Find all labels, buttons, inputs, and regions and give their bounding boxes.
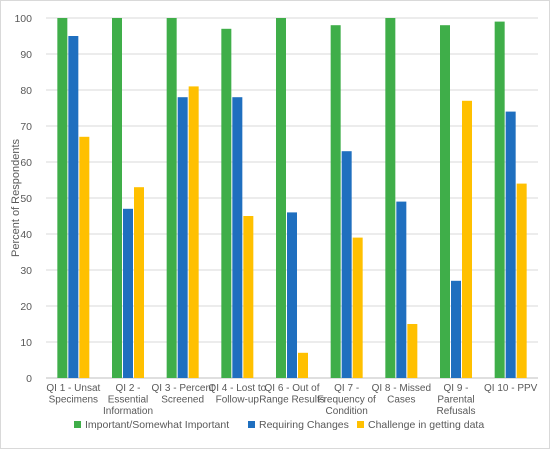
legend-swatch xyxy=(248,421,255,428)
x-tick-label: QI 6 - Out of Range Results xyxy=(259,383,325,406)
legend-label: Important/Somewhat Important xyxy=(85,419,229,431)
x-tick-label: QI 9 -Parental Refusals xyxy=(437,383,476,417)
bar xyxy=(243,216,254,378)
y-tick-label: 70 xyxy=(20,121,32,133)
bar xyxy=(440,25,450,378)
y-tick-label: 90 xyxy=(20,49,32,61)
bar xyxy=(385,18,396,378)
legend-label: Requiring Changes xyxy=(259,419,349,431)
bar xyxy=(221,28,232,379)
y-tick-label: 80 xyxy=(20,85,32,97)
bar xyxy=(57,18,68,378)
bar xyxy=(505,111,516,378)
legend-swatch xyxy=(357,421,364,428)
bar xyxy=(188,86,199,379)
bar xyxy=(123,208,133,378)
x-tick-label: QI 10 - PPV xyxy=(484,383,538,394)
y-tick-label: 100 xyxy=(14,13,32,25)
y-tick-label: 10 xyxy=(20,337,32,349)
y-tick-label: 0 xyxy=(26,373,32,385)
bar xyxy=(462,100,472,379)
y-tick-label: 40 xyxy=(20,229,32,241)
bar xyxy=(177,97,188,378)
y-tick-label: 60 xyxy=(20,157,32,169)
bar xyxy=(166,18,177,378)
legend-swatch xyxy=(74,421,81,428)
x-tick-label: QI 4 - Lost to Follow-up xyxy=(208,383,266,406)
bar xyxy=(330,25,341,378)
bar xyxy=(298,352,308,378)
legend-label: Challenge in getting data xyxy=(368,419,484,431)
x-tick-label: QI 3 - Percent Screened xyxy=(152,383,214,406)
bar xyxy=(516,183,527,378)
bar xyxy=(451,280,461,378)
bar xyxy=(68,36,79,378)
legend: Important/Somewhat Important Requiring Ch… xyxy=(74,419,484,431)
x-tick-label: QI 8 - Missed Cases xyxy=(372,383,431,406)
bar xyxy=(341,151,352,378)
bar xyxy=(134,187,144,378)
bar xyxy=(276,18,286,378)
bar xyxy=(352,237,363,378)
bar xyxy=(79,136,90,378)
y-axis-ticks: 0 10 20 30 40 50 60 70 80 90 100 xyxy=(14,13,32,385)
x-tick-label: QI 7 -Frequency of Condition xyxy=(317,383,376,417)
bar xyxy=(112,18,122,378)
y-axis-title: Percent of Respondents xyxy=(10,138,22,257)
bars xyxy=(57,18,527,379)
x-tick-label: QI 1 - Unsat Specimens xyxy=(46,383,100,406)
x-tick-label: QI 2 -Essential Information xyxy=(103,383,153,417)
y-tick-label: 20 xyxy=(20,301,32,313)
bar xyxy=(407,324,418,378)
bar xyxy=(287,212,297,378)
y-tick-label: 30 xyxy=(20,265,32,277)
bar xyxy=(232,97,243,378)
bar xyxy=(494,21,505,378)
bar xyxy=(396,201,407,378)
y-tick-label: 50 xyxy=(20,193,32,205)
